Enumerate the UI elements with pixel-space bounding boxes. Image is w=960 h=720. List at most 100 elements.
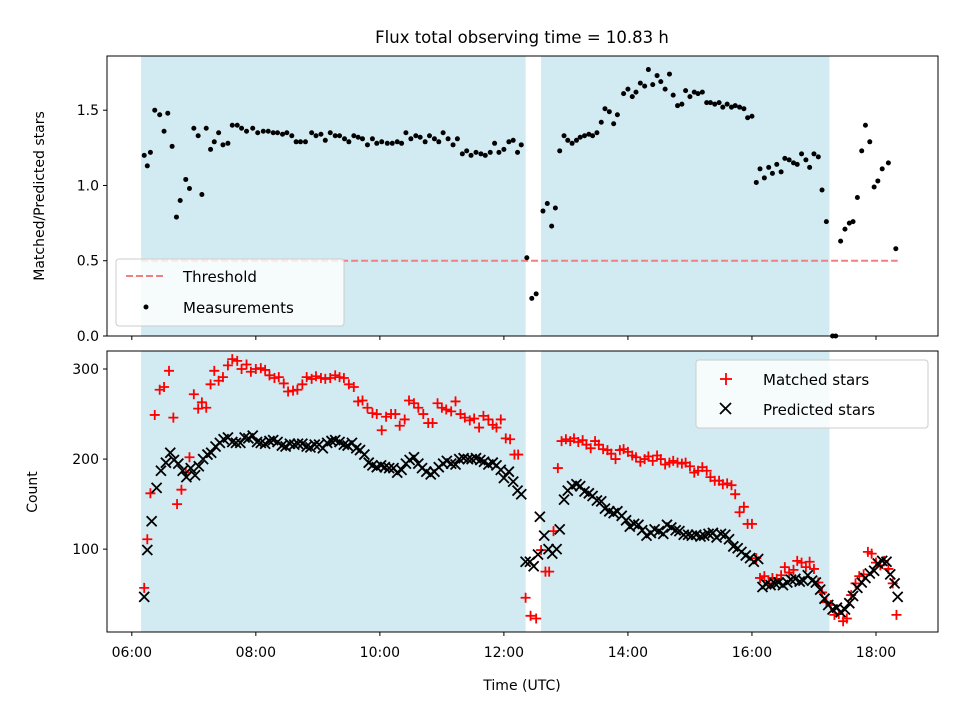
predicted-star-point	[868, 565, 880, 577]
matched-star-point	[250, 364, 261, 375]
predicted-star-point	[164, 447, 176, 459]
matched-star-point	[205, 379, 216, 390]
predicted-star-point	[528, 560, 540, 572]
bottom-y-tick-label: 100	[72, 542, 99, 558]
measurement-point	[629, 94, 635, 100]
predicted-star-point	[702, 528, 715, 540]
matched-star-point	[726, 480, 737, 491]
matched-star-point	[505, 434, 516, 445]
matched-star-point	[362, 402, 373, 413]
measurement-point	[533, 291, 539, 297]
matched-star-point	[755, 572, 766, 583]
bottom-panel: 100 200 300 06:00 08:00 10:00 12:00 14:00 16:00 1…	[25, 350, 939, 694]
predicted-star-point	[876, 555, 888, 567]
matched-star-point	[858, 569, 869, 580]
matched-star-point	[660, 459, 671, 470]
predicted-star-point	[138, 591, 150, 603]
measurement-point	[234, 122, 240, 128]
predicted-star-point	[180, 471, 193, 483]
matched-star-point	[196, 397, 207, 408]
measurement-point	[379, 139, 385, 145]
measurement-point	[289, 133, 295, 139]
predicted-star-point	[172, 457, 184, 470]
measurement-point	[445, 136, 451, 142]
predicted-star-point	[847, 590, 859, 602]
matched-star-point	[759, 571, 770, 582]
matched-star-point	[630, 452, 641, 463]
predicted-star-point	[892, 591, 904, 603]
matched-star-point	[474, 422, 485, 433]
predicted-star-point	[189, 469, 201, 481]
predicted-star-point	[814, 584, 826, 596]
matched-star-point	[371, 409, 382, 420]
measurement-point	[332, 133, 338, 139]
matched-star-point	[734, 507, 745, 518]
matched-star-point	[184, 452, 195, 463]
measurement-point	[506, 139, 512, 145]
measurement-point	[838, 238, 844, 244]
matched-star-point	[525, 610, 536, 621]
measurement-point	[355, 134, 361, 140]
predicted-star-point	[255, 437, 267, 449]
matched-star-point	[593, 439, 604, 450]
matched-star-point	[436, 402, 447, 413]
measurement-point	[871, 184, 877, 190]
bottom-legend: Matched stars Predicted stars	[695, 359, 929, 429]
measurement-point	[186, 185, 192, 191]
measurement-point	[384, 140, 390, 146]
matched-star-point	[513, 449, 524, 460]
legend-matched-label: Matched stars	[763, 371, 869, 389]
bottom-x-tick-label: 12:00	[484, 645, 524, 661]
predicted-star-point	[449, 458, 462, 471]
measurement-point	[459, 151, 465, 157]
measurement-point	[208, 146, 214, 152]
measurement-point	[540, 208, 546, 214]
matched-star-point	[283, 386, 294, 397]
predicted-star-point	[670, 524, 682, 536]
matched-star-point	[145, 488, 156, 499]
matched-star-point	[348, 382, 359, 393]
matched-star-point	[779, 562, 790, 573]
measurement-point	[250, 125, 256, 131]
measurement-point	[152, 107, 158, 113]
matched-star-point	[701, 465, 712, 476]
matched-star-point	[227, 354, 238, 365]
measurement-point	[195, 133, 201, 139]
predicted-star-point	[177, 465, 189, 477]
measurement-point	[422, 139, 428, 145]
measurement-point	[687, 94, 693, 100]
measurement-point	[749, 113, 755, 119]
predicted-star-point	[715, 528, 727, 540]
measurement-point	[699, 89, 705, 95]
measurement-point	[569, 140, 575, 146]
matched-star-point	[367, 408, 378, 419]
predicted-star-point	[453, 453, 465, 465]
measurement-point	[225, 140, 231, 146]
measurement-point	[260, 128, 266, 134]
measurement-point	[573, 137, 579, 143]
predicted-star-point	[550, 543, 563, 555]
measurement-point	[203, 125, 209, 131]
matched-star-point	[598, 444, 609, 455]
matched-star-point	[491, 422, 502, 433]
measurement-point	[141, 152, 147, 158]
measurement-point	[297, 139, 303, 145]
matched-star-point	[610, 454, 621, 465]
measurement-point	[859, 148, 865, 154]
predicted-star-point	[880, 556, 893, 568]
measurement-point	[621, 91, 627, 97]
matched-star-point	[722, 478, 733, 489]
measurement-point	[807, 164, 813, 170]
bottom-x-tick-label: 06:00	[112, 645, 152, 661]
measurement-point	[270, 130, 276, 136]
legend-measurements-label: Measurements	[183, 299, 294, 317]
predicted-star-point	[843, 597, 855, 609]
matched-star-point	[269, 373, 280, 384]
measurement-point	[662, 86, 668, 92]
predicted-star-point	[794, 575, 806, 588]
matched-star-point	[556, 436, 567, 447]
measurement-point	[549, 223, 555, 229]
matched-star-point	[301, 372, 312, 383]
measurement-point	[327, 130, 333, 136]
measurement-point	[885, 160, 891, 166]
